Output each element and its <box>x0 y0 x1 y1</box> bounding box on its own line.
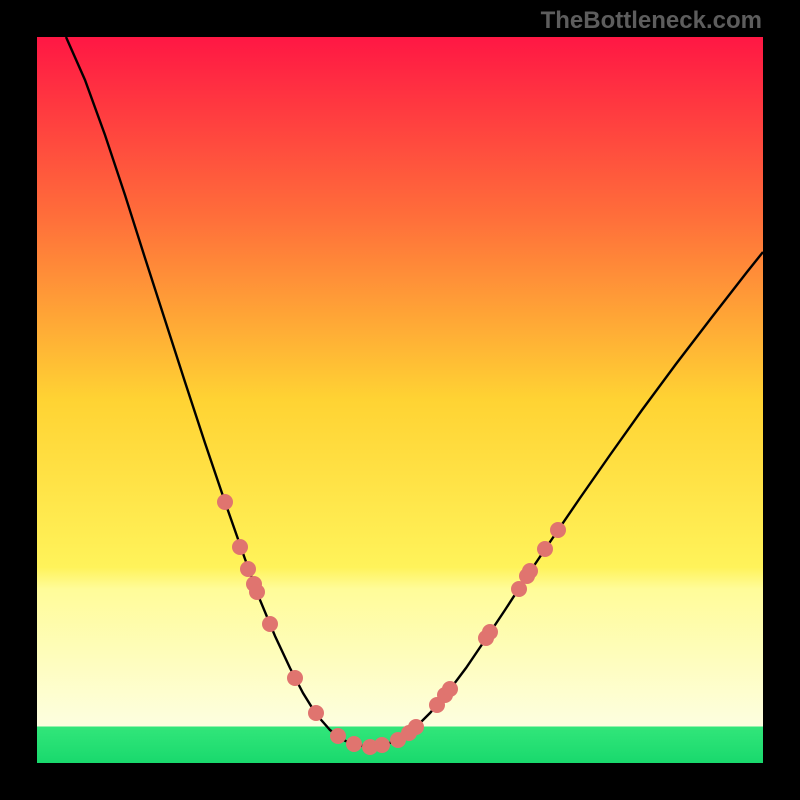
data-marker <box>550 522 566 538</box>
chart-svg <box>0 0 800 800</box>
data-marker <box>240 561 256 577</box>
data-marker <box>217 494 233 510</box>
data-marker <box>374 737 390 753</box>
data-marker <box>287 670 303 686</box>
data-marker <box>482 624 498 640</box>
bottleneck-curve <box>66 37 763 747</box>
data-marker <box>537 541 553 557</box>
data-marker <box>346 736 362 752</box>
data-marker <box>442 681 458 697</box>
data-marker <box>330 728 346 744</box>
data-marker <box>232 539 248 555</box>
marker-group <box>217 494 566 755</box>
data-marker <box>408 719 424 735</box>
data-marker <box>522 563 538 579</box>
data-marker <box>249 584 265 600</box>
data-marker <box>262 616 278 632</box>
data-marker <box>308 705 324 721</box>
